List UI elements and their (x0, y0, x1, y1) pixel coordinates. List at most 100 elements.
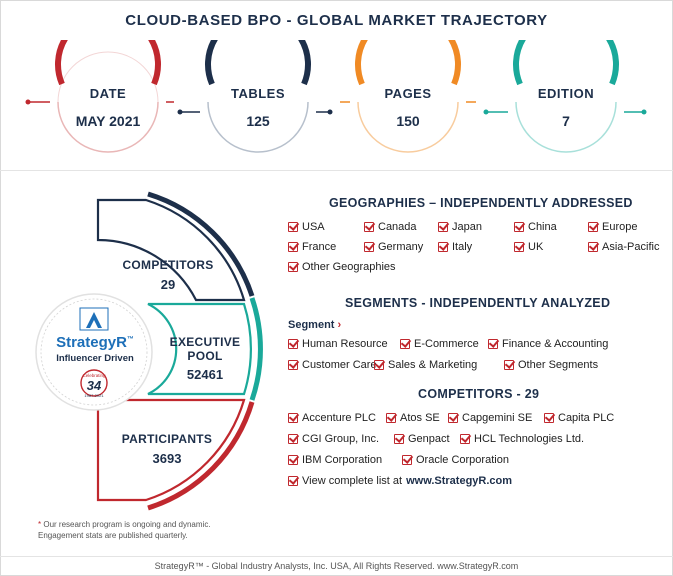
pages-ring (340, 40, 476, 153)
stat-edition-label: EDITION (537, 86, 595, 101)
check-icon (288, 262, 298, 272)
segment-item: E-Commerce (400, 338, 479, 350)
check-icon (514, 222, 524, 232)
check-icon (288, 222, 298, 232)
geographies-title: GEOGRAPHIES – INDEPENDENTLY ADDRESSED (329, 196, 633, 210)
participants-segment (96, 398, 246, 502)
note-line1: Our research program is ongoing and dyna… (41, 520, 211, 529)
executive-segment (147, 302, 252, 396)
stat-pages-label: PAGES (384, 86, 432, 101)
check-icon (364, 242, 374, 252)
section-divider (0, 170, 673, 171)
stat-tables-value: 125 (246, 113, 270, 129)
stat-pages: PAGES 150 (360, 86, 456, 129)
segment-item: Customer Care (288, 359, 377, 371)
stat-pages-value: 150 (396, 113, 420, 129)
check-icon (288, 339, 298, 349)
competitors-segment (96, 198, 246, 302)
view-complete-list: View complete list at www.StrategyR.com (288, 475, 512, 487)
competitor-item: HCL Technologies Ltd. (460, 433, 584, 445)
engagement-funnel (35, 191, 263, 511)
stats-band: DATE MAY 2021 TABLES 125 PAGES 150 EDITI… (0, 40, 673, 170)
edition-ring (483, 40, 647, 153)
funnel-participants-label: PARTICIPANTS (121, 432, 213, 446)
funnel-executive-value: 52461 (186, 367, 224, 382)
stat-date-label: DATE (89, 86, 127, 101)
check-icon (400, 339, 410, 349)
check-icon (288, 476, 298, 486)
funnel-competitors-label: COMPETITORS (122, 258, 214, 272)
check-icon (448, 413, 458, 423)
geo-item: Canada (364, 221, 417, 233)
competitor-item: CGI Group, Inc. (288, 433, 379, 445)
logo-trademark: ™ (126, 336, 134, 343)
geo-item: Italy (438, 241, 472, 253)
badge-bottom-text: 1987-2021 (84, 393, 104, 398)
check-icon (588, 222, 598, 232)
competitor-item: Capita PLC (544, 412, 614, 424)
footer-divider (0, 556, 673, 557)
chevron-right-icon: › (337, 319, 342, 331)
competitor-item: IBM Corporation (288, 454, 382, 466)
segment-item: Sales & Marketing (374, 359, 477, 371)
stat-date-value: MAY 2021 (75, 113, 141, 129)
check-icon (402, 455, 412, 465)
date-ring (25, 40, 174, 153)
celebrating-badge-icon (80, 369, 108, 397)
funnel-executive-label2: POOL (187, 349, 223, 363)
stat-edition-value: 7 (562, 113, 570, 129)
check-icon (460, 434, 470, 444)
competitor-item: Genpact (394, 433, 450, 445)
segment-item: Finance & Accounting (488, 338, 608, 350)
note-star: * (38, 520, 42, 529)
competitors-title: COMPETITORS - 29 (418, 387, 540, 401)
check-icon (288, 242, 298, 252)
competitor-item: Capgemini SE (448, 412, 532, 424)
note-line2: Engagement stats are published quarterly… (38, 531, 188, 540)
logo-tagline: Influencer Driven (56, 353, 134, 364)
page-title: CLOUD-BASED BPO - GLOBAL MARKET TRAJECTO… (125, 12, 548, 29)
footer-text: StrategyR™ - Global Industry Analysts, I… (154, 561, 519, 571)
check-icon (394, 434, 404, 444)
geo-item: Asia-Pacific (588, 241, 659, 253)
funnel-participants-value: 3693 (152, 451, 182, 466)
competitor-item: Atos SE (386, 412, 440, 424)
geo-item: UK (514, 241, 543, 253)
stat-tables-label: TABLES (230, 86, 286, 101)
badge-top-text: Celebrating (82, 373, 106, 378)
segments-title: SEGMENTS - INDEPENDENTLY ANALYZED (345, 296, 611, 310)
geo-item: France (288, 241, 336, 253)
check-icon (438, 242, 448, 252)
check-icon (488, 339, 498, 349)
research-note: * Our research program is ongoing and dy… (38, 519, 238, 541)
geo-item: Europe (588, 221, 637, 233)
check-icon (364, 222, 374, 232)
geo-item: China (514, 221, 557, 233)
check-icon (438, 222, 448, 232)
stat-date: DATE MAY 2021 (60, 86, 156, 129)
check-icon (288, 360, 298, 370)
check-icon (588, 242, 598, 252)
check-icon (514, 242, 524, 252)
check-icon (504, 360, 514, 370)
segment-item: Other Segments (504, 359, 598, 371)
stat-tables: TABLES 125 (210, 86, 306, 129)
funnel-competitors-value: 29 (160, 277, 176, 292)
geo-item: USA (288, 221, 325, 233)
segment-subtitle: Segment › (288, 319, 342, 331)
competitor-item: Oracle Corporation (402, 454, 509, 466)
strategyr-link[interactable]: www.StrategyR.com (406, 475, 513, 487)
logo-circle (35, 293, 153, 411)
logo-brand-text: StrategyR (56, 334, 127, 351)
segment-item: Human Resource (288, 338, 388, 350)
stats-rings (25, 40, 647, 153)
strategyr-logo-icon (79, 307, 109, 331)
check-icon (288, 413, 298, 423)
funnel-executive-label1: EXECUTIVE (169, 335, 241, 349)
check-icon (544, 413, 554, 423)
geo-item: Other Geographies (288, 261, 396, 273)
check-icon (288, 455, 298, 465)
badge-number: 34 (86, 378, 102, 393)
check-icon (288, 434, 298, 444)
check-icon (386, 413, 396, 423)
